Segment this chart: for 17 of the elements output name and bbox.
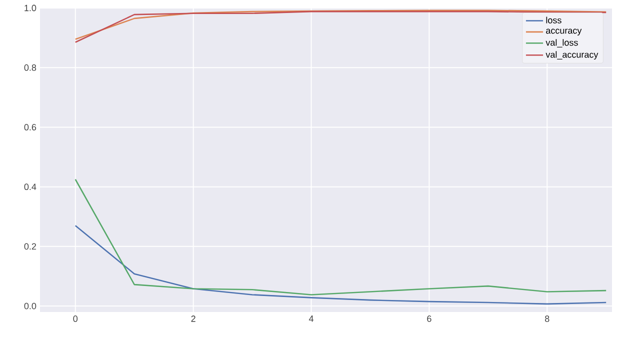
- y-tick-label: 0.8: [24, 64, 36, 71]
- x-tick-label: 2: [191, 316, 196, 322]
- legend-label: accuracy: [546, 28, 582, 36]
- y-tick-label: 0.0: [24, 302, 36, 310]
- line-series: [74, 178, 607, 296]
- x-tick-label: 0: [73, 316, 78, 322]
- y-tick-label: 0.4: [24, 184, 36, 190]
- x-tick-label: 6: [427, 316, 432, 322]
- legend-label: val_accuracy: [546, 51, 598, 60]
- line-series: [74, 224, 607, 305]
- x-tick-label: 4: [308, 316, 314, 322]
- y-tick-label: 1.0: [24, 4, 36, 12]
- y-tick-label: 0.2: [24, 243, 36, 250]
- y-tick-label: 0.6: [24, 124, 36, 130]
- legend-label: val_loss: [546, 39, 578, 48]
- legend-label: loss: [546, 16, 562, 24]
- x-tick-label: 8: [545, 316, 550, 322]
